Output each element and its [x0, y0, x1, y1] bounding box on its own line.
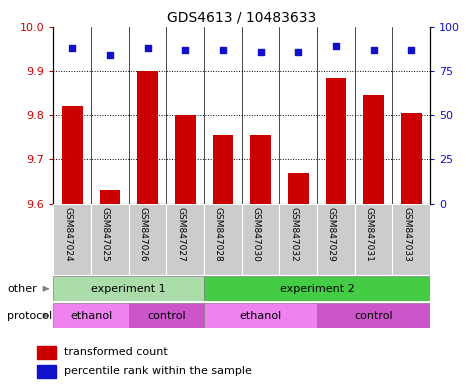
Point [68, 45, 76, 51]
Text: other: other [7, 284, 37, 294]
Bar [166, 204, 204, 275]
Bar [137, 71, 158, 204]
Text: GSM847032: GSM847032 [289, 207, 298, 262]
Bar [242, 204, 279, 275]
Bar [213, 135, 233, 204]
Bar [288, 173, 309, 204]
Text: GSM847028: GSM847028 [214, 207, 223, 262]
Bar [129, 303, 204, 328]
Bar [100, 190, 120, 204]
Text: ethanol: ethanol [239, 311, 282, 321]
Text: ethanol: ethanol [70, 311, 112, 321]
Point [370, 47, 377, 53]
Text: transformed count: transformed count [64, 347, 168, 357]
Bar [317, 204, 355, 275]
Text: GSM847029: GSM847029 [327, 207, 336, 262]
Text: GSM847033: GSM847033 [402, 207, 411, 262]
Bar [204, 303, 317, 328]
Point [332, 43, 339, 50]
Title: GDS4613 / 10483633: GDS4613 / 10483633 [167, 10, 316, 24]
Bar [53, 303, 129, 328]
Bar [204, 204, 242, 275]
Point [144, 45, 151, 51]
Bar [355, 204, 392, 275]
Bar [392, 204, 430, 275]
Point [257, 48, 264, 55]
Bar [62, 106, 83, 204]
Bar [175, 115, 196, 204]
Point [407, 47, 415, 53]
Bar [279, 204, 317, 275]
Text: control: control [354, 311, 393, 321]
Bar [91, 204, 129, 275]
Point [219, 47, 226, 53]
Bar [53, 276, 204, 301]
Text: percentile rank within the sample: percentile rank within the sample [64, 366, 252, 376]
Text: GSM847031: GSM847031 [365, 207, 374, 262]
Point [181, 47, 189, 53]
Point [106, 52, 113, 58]
Bar [37, 346, 56, 359]
Bar [363, 95, 384, 204]
Text: GSM847030: GSM847030 [252, 207, 260, 262]
Text: GSM847024: GSM847024 [63, 207, 72, 262]
Bar [401, 113, 422, 204]
Bar [250, 135, 271, 204]
Bar [317, 303, 430, 328]
Bar [204, 276, 430, 301]
Point [294, 48, 302, 55]
Text: GSM847025: GSM847025 [101, 207, 110, 262]
Bar [37, 365, 56, 378]
Bar [53, 204, 91, 275]
Text: GSM847026: GSM847026 [139, 207, 147, 262]
Text: GSM847027: GSM847027 [176, 207, 185, 262]
Bar [129, 204, 166, 275]
Text: control: control [147, 311, 186, 321]
Text: protocol: protocol [7, 311, 52, 321]
Bar [326, 78, 346, 204]
Text: experiment 1: experiment 1 [92, 284, 166, 294]
Text: experiment 2: experiment 2 [280, 284, 354, 294]
